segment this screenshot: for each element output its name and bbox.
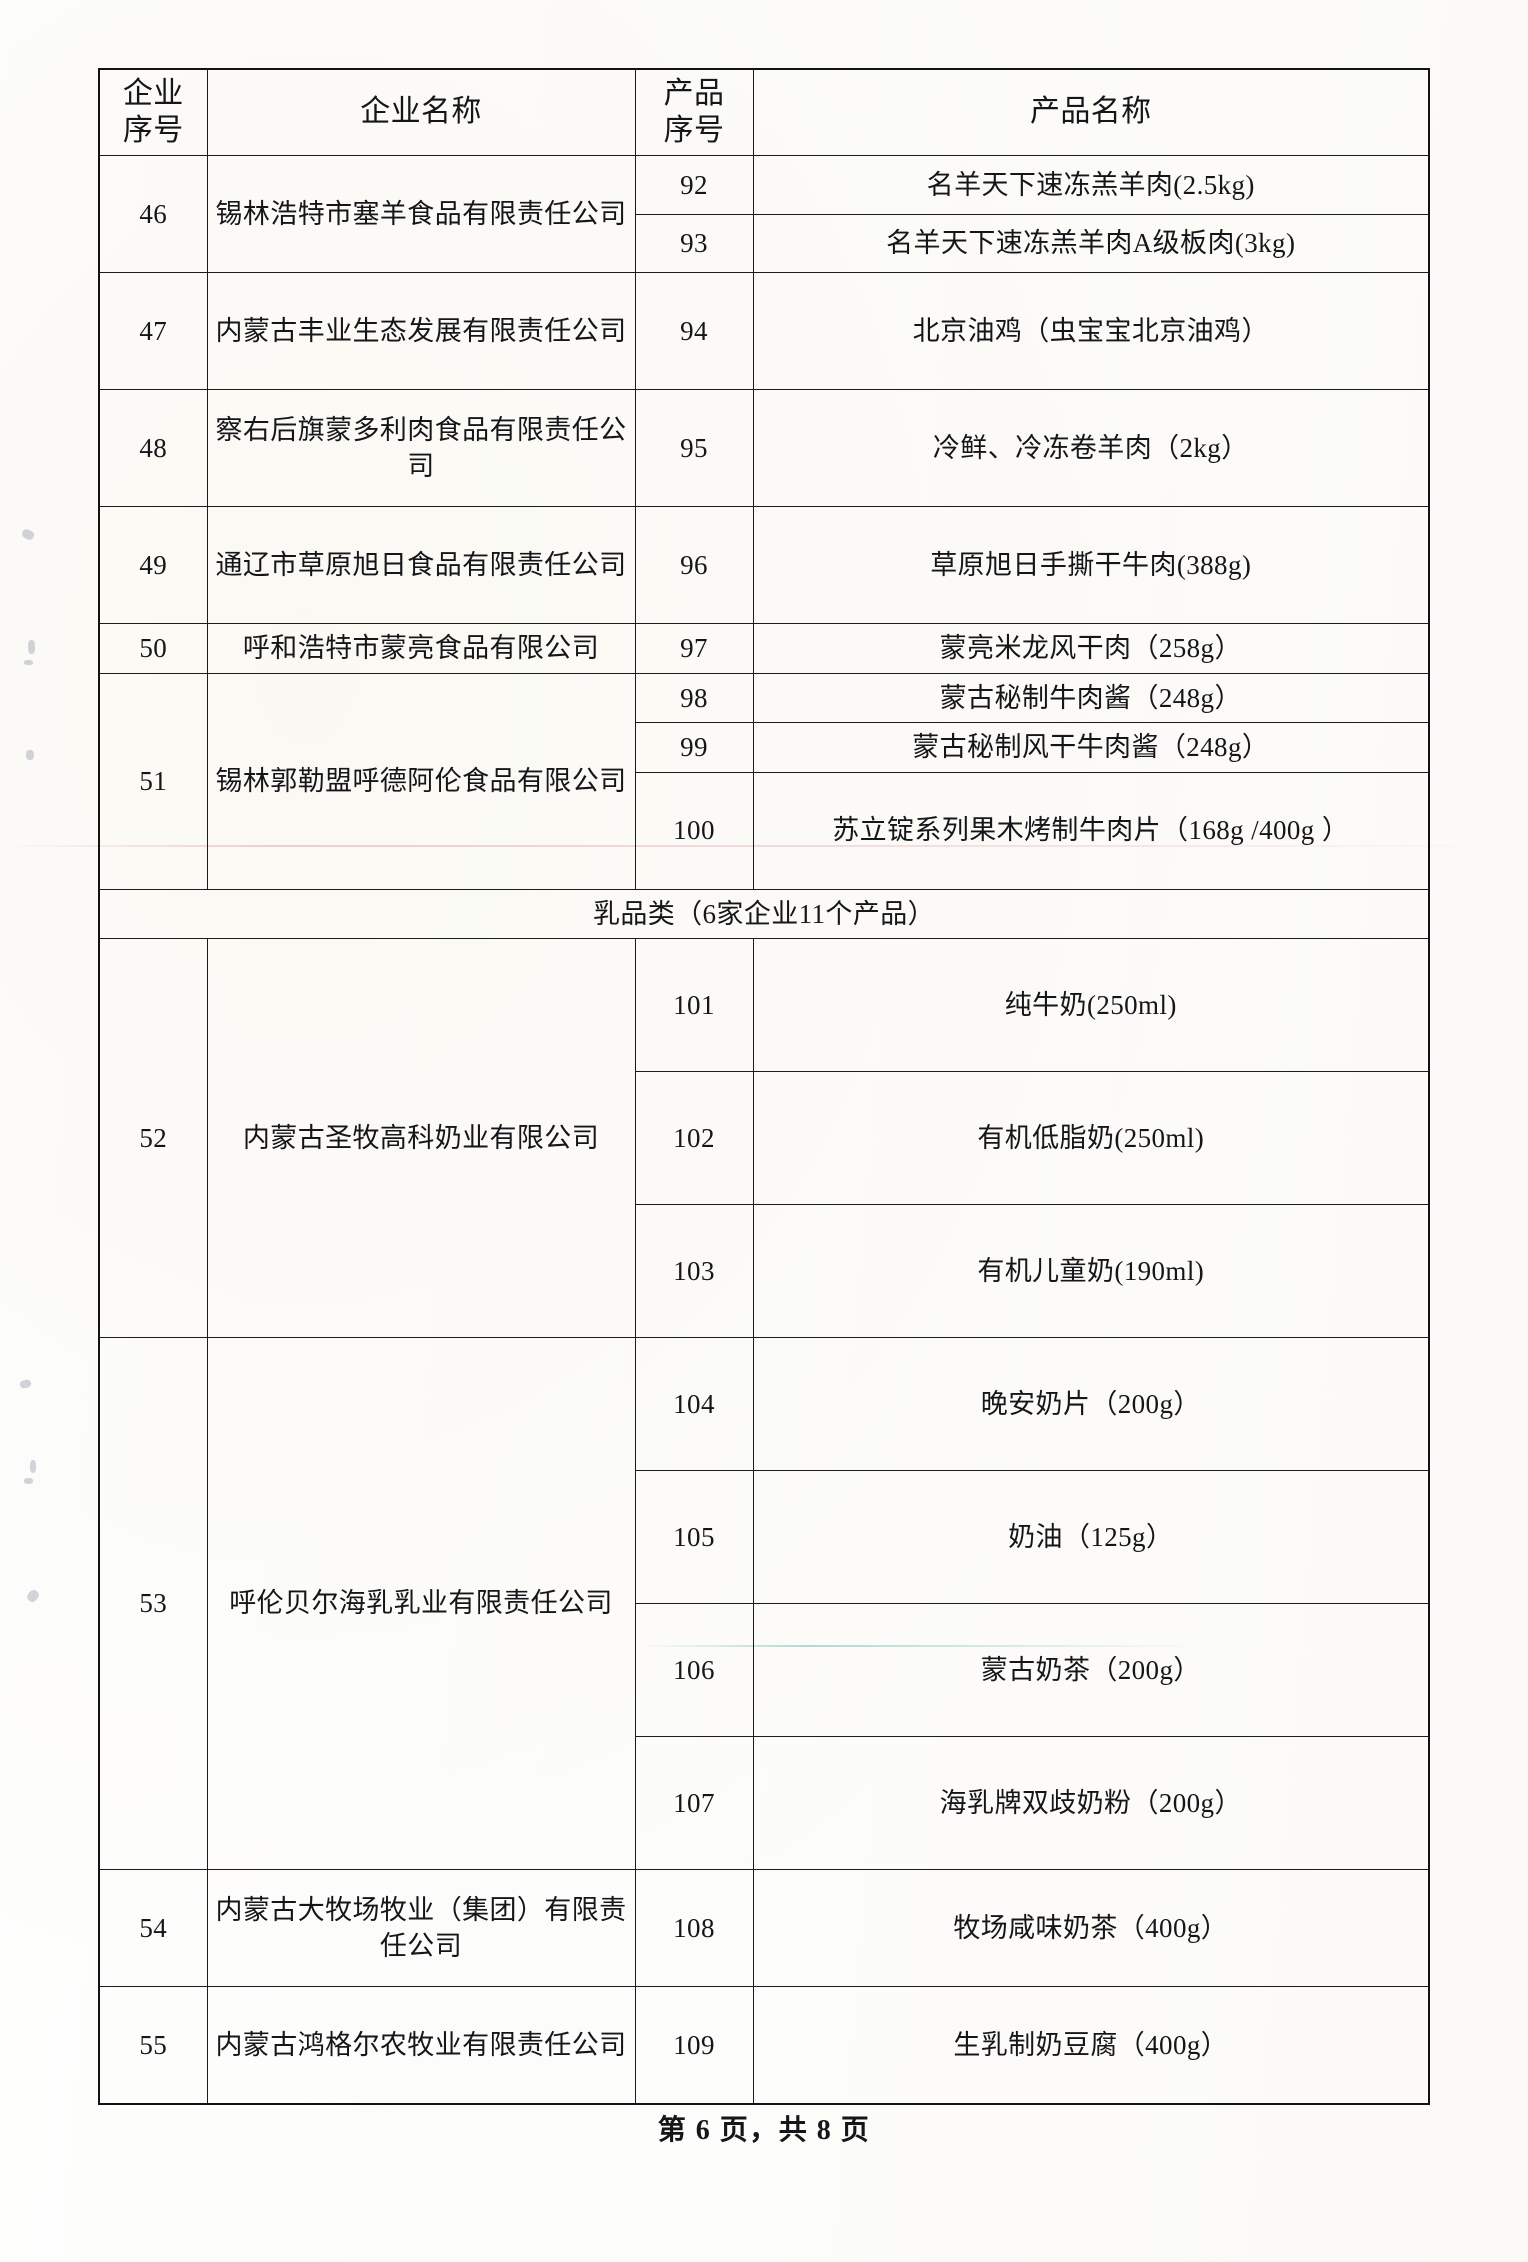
table-row: 100 苏立锭系列果木烤制牛肉片（168g /400g ） (99, 771, 1430, 890)
cell-product-name: 晚安奶片（200g） (752, 1336, 1430, 1471)
table-row: 52 内蒙古圣牧高科奶业有限公司 101 纯牛奶(250ml) (98, 937, 1430, 1338)
column-header-enterprise-no: 企业 序号 (98, 68, 208, 157)
scan-speck (20, 527, 36, 542)
cell-product-no: 96 (634, 506, 754, 625)
scan-speck (30, 1460, 36, 1473)
scan-speck (28, 640, 35, 654)
table-row: 48 察右后旗蒙多利肉食品有限责任公司 95 冷鲜、冷冻卷羊肉（2kg） (98, 389, 1430, 508)
cell-enterprise-no: 49 (98, 506, 208, 625)
column-header-product-no: 产品 序号 (634, 68, 754, 157)
cell-enterprise-no: 53 (98, 1336, 208, 1870)
cell-enterprise-name: 内蒙古圣牧高科奶业有限公司 (206, 937, 636, 1338)
scan-speck (19, 1378, 32, 1390)
cell-product-name: 北京油鸡（虫宝宝北京油鸡） (752, 272, 1430, 391)
cell-enterprise-no: 46 (98, 155, 208, 274)
table-row: 105 奶油（125g） (99, 1469, 1430, 1604)
table-header-row: 企业 序号 企业名称 产品 序号 产品名称 (98, 68, 1430, 157)
cell-product-name: 名羊天下速冻羔羊肉(2.5kg) (752, 155, 1430, 215)
cell-product-name: 蒙古奶茶（200g） (752, 1602, 1430, 1737)
cell-product-no: 100 (634, 771, 754, 890)
cell-enterprise-name: 内蒙古鸿格尔农牧业有限责任公司 (206, 1985, 636, 2105)
table-row: 55 内蒙古鸿格尔农牧业有限责任公司 109 生乳制奶豆腐（400g） (98, 1985, 1430, 2105)
section-header-row: 乳品类（6家企业11个产品） (98, 888, 1430, 939)
table-row: 53 呼伦贝尔海乳乳业有限责任公司 104 晚安奶片（200g） (98, 1336, 1430, 1870)
cell-enterprise-name: 呼伦贝尔海乳乳业有限责任公司 (206, 1336, 636, 1870)
cell-product-name: 蒙古秘制风干牛肉酱（248g） (752, 722, 1430, 773)
scan-speck (26, 750, 34, 760)
cell-enterprise-no: 51 (98, 672, 208, 890)
cell-product-no: 92 (634, 155, 754, 215)
product-catalog-table: 企业 序号 企业名称 产品 序号 产品名称 46 锡林浩特市塞羊食品有限责任公司… (98, 68, 1430, 2105)
table-row: 99 蒙古秘制风干牛肉酱（248g） (99, 722, 1430, 773)
cell-product-name: 牧场咸味奶茶（400g） (752, 1868, 1430, 1987)
cell-product-no: 109 (634, 1985, 754, 2105)
table-row: 51 锡林郭勒盟呼德阿伦食品有限公司 98 蒙古秘制牛肉酱（248g） (98, 672, 1430, 890)
table-row: 46 锡林浩特市塞羊食品有限责任公司 92 名羊天下速冻羔羊肉(2.5kg) (98, 155, 1430, 274)
table-row: 47 内蒙古丰业生态发展有限责任公司 94 北京油鸡（虫宝宝北京油鸡） (98, 272, 1430, 391)
cell-product-name: 有机低脂奶(250ml) (752, 1070, 1430, 1205)
cell-product-no: 106 (634, 1602, 754, 1737)
cell-product-name: 蒙古秘制牛肉酱（248g） (752, 672, 1430, 724)
cell-enterprise-no: 55 (98, 1985, 208, 2105)
cell-enterprise-no: 47 (98, 272, 208, 391)
cell-product-no: 95 (634, 389, 754, 508)
column-header-enterprise-no-line2: 序号 (122, 113, 184, 147)
cell-product-name: 苏立锭系列果木烤制牛肉片（168g /400g ） (752, 771, 1430, 890)
table-row: 54 内蒙古大牧场牧业（集团）有限责任公司 108 牧场咸味奶茶（400g） (98, 1868, 1430, 1987)
column-header-product-no-line1: 产品 (663, 77, 725, 110)
cell-enterprise-no: 48 (98, 389, 208, 508)
cell-product-no: 104 (634, 1336, 754, 1471)
cell-enterprise-name: 内蒙古丰业生态发展有限责任公司 (206, 272, 636, 391)
cell-enterprise-name: 内蒙古大牧场牧业（集团）有限责任公司 (206, 1868, 636, 1987)
cell-enterprise-no: 54 (98, 1868, 208, 1987)
scan-speck (25, 1588, 41, 1604)
section-header-dairy: 乳品类（6家企业11个产品） (98, 888, 1430, 939)
cell-enterprise-name: 锡林浩特市塞羊食品有限责任公司 (206, 155, 636, 274)
scan-speck (24, 660, 33, 665)
table-row: 106 蒙古奶茶（200g） (99, 1602, 1430, 1737)
column-header-enterprise-no-line1: 企业 (122, 77, 184, 110)
cell-product-name: 纯牛奶(250ml) (752, 937, 1430, 1072)
cell-product-no: 103 (634, 1203, 754, 1338)
cell-product-name: 冷鲜、冷冻卷羊肉（2kg） (752, 389, 1430, 508)
table-row: 49 通辽市草原旭日食品有限责任公司 96 草原旭日手撕干牛肉(388g) (98, 506, 1430, 625)
cell-enterprise-name: 通辽市草原旭日食品有限责任公司 (206, 506, 636, 625)
column-header-enterprise-name: 企业名称 (206, 68, 636, 157)
cell-product-no: 105 (634, 1469, 754, 1604)
cell-product-name: 奶油（125g） (752, 1469, 1430, 1604)
scan-speck (24, 1478, 33, 1484)
column-header-product-name: 产品名称 (752, 68, 1430, 157)
cell-product-no: 97 (634, 623, 754, 674)
cell-enterprise-name: 察右后旗蒙多利肉食品有限责任公司 (206, 389, 636, 508)
table-row: 102 有机低脂奶(250ml) (99, 1070, 1430, 1205)
cell-enterprise-no: 52 (98, 937, 208, 1338)
cell-product-no: 107 (634, 1735, 754, 1870)
cell-product-name: 草原旭日手撕干牛肉(388g) (752, 506, 1430, 625)
cell-product-no: 98 (634, 672, 754, 724)
cell-product-no: 101 (634, 937, 754, 1072)
cell-product-no: 99 (634, 722, 754, 773)
table-row: 93 名羊天下速冻羔羊肉A级板肉(3kg) (99, 213, 1430, 274)
cell-product-name: 蒙亮米龙风干肉（258g） (752, 623, 1430, 674)
column-header-product-no-line2: 序号 (663, 113, 725, 147)
cell-product-name: 海乳牌双歧奶粉（200g） (752, 1735, 1430, 1870)
table-row: 50 呼和浩特市蒙亮食品有限公司 97 蒙亮米龙风干肉（258g） (98, 623, 1430, 674)
table-row: 107 海乳牌双歧奶粉（200g） (99, 1735, 1430, 1870)
cell-enterprise-no: 50 (98, 623, 208, 674)
cell-enterprise-name: 呼和浩特市蒙亮食品有限公司 (206, 623, 636, 674)
cell-enterprise-name: 锡林郭勒盟呼德阿伦食品有限公司 (206, 672, 636, 890)
cell-product-no: 93 (634, 213, 754, 274)
page-footer: 第 6 页，共 8 页 (657, 2115, 871, 2146)
cell-product-no: 94 (634, 272, 754, 391)
cell-product-name: 名羊天下速冻羔羊肉A级板肉(3kg) (752, 213, 1430, 274)
cell-product-name: 生乳制奶豆腐（400g） (752, 1985, 1430, 2105)
cell-product-no: 102 (634, 1070, 754, 1205)
table-row: 103 有机儿童奶(190ml) (99, 1203, 1430, 1338)
cell-product-name: 有机儿童奶(190ml) (752, 1203, 1430, 1338)
cell-product-no: 108 (634, 1868, 754, 1987)
